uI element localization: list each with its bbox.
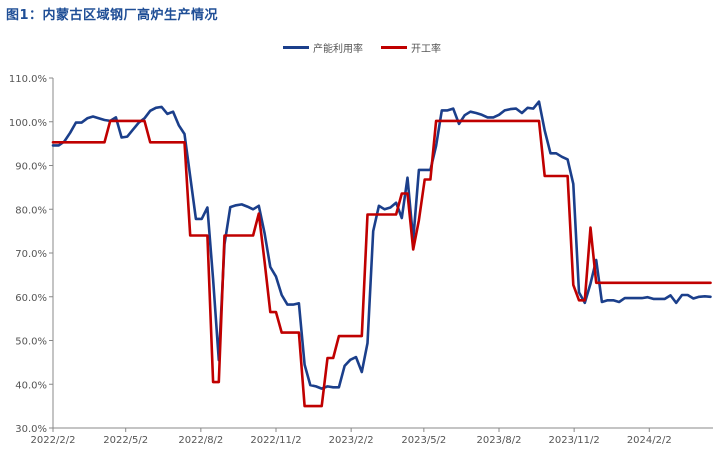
legend-swatch-operating-rate	[381, 46, 407, 49]
legend-item-operating-rate: 开工率	[381, 40, 441, 55]
legend-item-capacity-util: 产能利用率	[283, 40, 363, 55]
series-line-operating-rate	[51, 119, 712, 408]
y-tick-label: 60.0%	[15, 293, 47, 304]
x-tick-label: 2023/8/2	[477, 435, 522, 446]
y-tick-label: 30.0%	[15, 424, 47, 435]
y-tick-label: 70.0%	[15, 249, 47, 260]
x-tick-label: 2024/2/2	[627, 435, 672, 446]
y-tick-label: 50.0%	[15, 337, 47, 348]
chart-title: 图1：内蒙古区域钢厂高炉生产情况	[6, 8, 219, 23]
x-tick-label: 2023/5/2	[401, 435, 446, 446]
legend-label-operating-rate: 开工率	[411, 44, 441, 55]
x-tick-label: 2022/8/2	[178, 435, 223, 446]
y-tick-label: 110.0%	[9, 74, 47, 85]
y-tick-label: 80.0%	[15, 205, 47, 216]
y-tick-label: 40.0%	[15, 380, 47, 391]
series-line-capacity-util	[51, 100, 712, 390]
x-tick-label: 2022/11/2	[250, 435, 301, 446]
legend-swatch-capacity-util	[283, 46, 309, 49]
legend-label-capacity-util: 产能利用率	[313, 44, 363, 55]
y-tick-label: 100.0%	[9, 118, 47, 129]
y-tick-label: 90.0%	[15, 162, 47, 173]
x-tick-label: 2023/2/2	[329, 435, 374, 446]
x-tick-label: 2023/11/2	[548, 435, 599, 446]
x-tick-label: 2022/2/2	[31, 435, 76, 446]
x-tick-label: 2022/5/2	[103, 435, 148, 446]
chart-legend: 产能利用率 开工率	[0, 40, 726, 56]
